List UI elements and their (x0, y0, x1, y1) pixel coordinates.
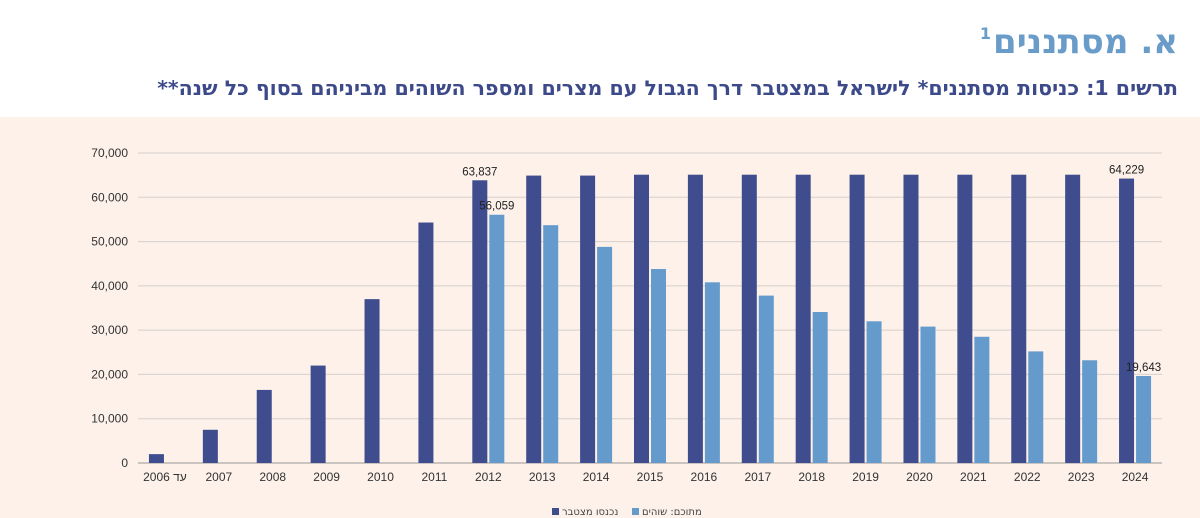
bar-cumulative (1065, 174, 1081, 463)
x-tick-label: 2019 (852, 470, 879, 484)
bar-remaining (1028, 351, 1044, 463)
bar-cumulative (580, 175, 596, 464)
y-tick-label: 70,000 (91, 146, 128, 160)
bar-remaining (651, 269, 666, 463)
bar-remaining (812, 311, 828, 463)
bar-cumulative (256, 389, 272, 463)
x-tick-label: 2013 (529, 470, 556, 484)
y-tick-label: 10,000 (91, 412, 128, 426)
x-tick-label: 2012 (475, 470, 502, 484)
bar-cumulative (526, 175, 542, 464)
x-tick-label: 2014 (583, 470, 610, 484)
bar-cumulative (364, 299, 380, 463)
chart-title: תרשים 1: כניסות מסתננים* לישראל במצטבר ד… (157, 76, 1178, 100)
bar-cumulative (310, 365, 326, 463)
y-tick-label: 0 (121, 456, 128, 470)
x-tick-label: 2016 (691, 470, 718, 484)
x-tick-label: 2011 (422, 470, 448, 484)
x-tick-label: 2010 (367, 470, 394, 484)
bar-cumulative (1119, 178, 1135, 463)
legend-label: מתוכם: שוהים (642, 507, 702, 518)
bar-remaining (920, 326, 936, 463)
x-tick-label: 2017 (744, 470, 771, 484)
bar-remaining (1082, 360, 1098, 463)
y-tick-label: 20,000 (91, 367, 128, 381)
y-tick-label: 50,000 (91, 235, 128, 249)
bar-cumulative (1011, 174, 1027, 463)
bar-remaining (597, 246, 613, 463)
x-tick-label: 2023 (1068, 470, 1095, 484)
x-tick-label: 2024 (1122, 470, 1149, 484)
x-tick-label: 2020 (906, 470, 933, 484)
bar-remaining (974, 336, 990, 463)
legend-swatch (552, 508, 559, 515)
bar-remaining (866, 321, 882, 463)
bar-cumulative (741, 174, 757, 463)
y-tick-label: 40,000 (91, 279, 128, 293)
bar-cumulative (687, 174, 703, 463)
y-tick-label: 30,000 (91, 323, 128, 337)
bar-chart: 0 10,000 20,000 30,000 40,000 50,000 60,000 70,… (91, 146, 1162, 518)
data-label: 64,229 (1109, 165, 1144, 177)
y-tick-label: 60,000 (91, 190, 128, 204)
bar-cumulative (418, 222, 434, 463)
chart-panel: 0 10,000 20,000 30,000 40,000 50,000 60,000 70,… (0, 117, 1200, 518)
bar-remaining (1136, 376, 1152, 463)
x-tick-label: 2008 (259, 470, 286, 484)
section-title-text: א. מסתננים (993, 22, 1178, 62)
bar-cumulative (634, 174, 649, 463)
legend-label: נכנסו מצטבר (562, 507, 618, 518)
bar-remaining (543, 225, 559, 463)
data-label: 19,643 (1126, 362, 1161, 374)
bar-remaining (489, 214, 505, 463)
x-tick-label: 2018 (798, 470, 825, 484)
legend-swatch (632, 508, 639, 515)
bar-cumulative (202, 429, 218, 463)
footnote-mark: 1 (979, 24, 992, 43)
bar-remaining (704, 282, 720, 463)
bar-cumulative (957, 174, 973, 463)
bar-cumulative (795, 174, 811, 463)
x-tick-label: 2015 (637, 470, 664, 484)
data-label: 56,059 (479, 201, 514, 213)
x-tick-label: 2021 (960, 470, 987, 484)
bar-cumulative (903, 174, 919, 463)
bar-remaining (758, 295, 774, 463)
x-tick-label: 2007 (205, 470, 232, 484)
bar-cumulative (148, 454, 164, 463)
x-tick-label: 2022 (1014, 470, 1041, 484)
x-tick-label: עד 2006 (143, 470, 187, 484)
section-title: א. מסתננים1 (980, 4, 1178, 72)
data-label: 63,837 (462, 166, 497, 178)
bar-cumulative (849, 174, 865, 463)
bar-cumulative (472, 180, 488, 464)
x-tick-label: 2009 (313, 470, 340, 484)
